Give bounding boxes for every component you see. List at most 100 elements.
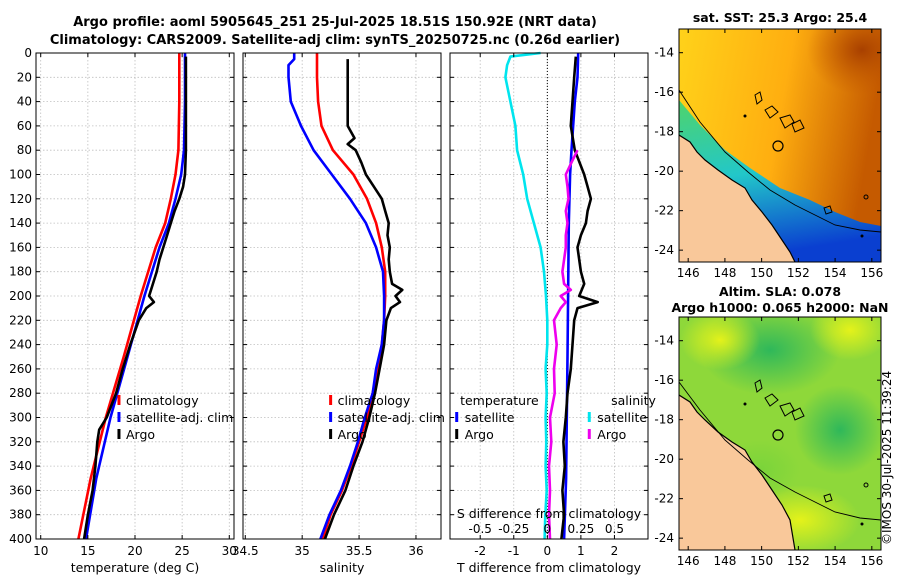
map-lon-label: 146	[677, 266, 700, 280]
difference-xtick-label: 1	[577, 544, 585, 558]
salinity-xlabel: salinity	[320, 560, 365, 575]
sla-reefs	[754, 379, 805, 421]
temperature-ytick-label: 0	[24, 46, 32, 60]
difference-xtick-label: -1	[508, 544, 520, 558]
figure-title-line2: Climatology: CARS2009. Satellite-adj cli…	[49, 33, 621, 48]
map-lon-label: 148	[713, 554, 736, 568]
sla-reef-ring	[863, 482, 869, 488]
temperature-ytick-label: 120	[9, 192, 32, 206]
sst-reefs	[754, 91, 805, 133]
temperature-ytick-label: 340	[9, 459, 32, 473]
map-lon-label: 148	[713, 266, 736, 280]
difference-x2tick-label: -0.25	[498, 522, 529, 536]
sla-reef-dot2	[860, 522, 864, 526]
sst-map-frame	[678, 28, 882, 263]
temperature-ytick-label: 280	[9, 386, 32, 400]
map-lat-label: -14	[654, 46, 674, 60]
temperature-line-argo	[82, 56, 188, 540]
sla-map-frame	[678, 316, 882, 551]
salinity-legend-label: satellite-adj. clim	[338, 410, 445, 425]
sst-coastline	[679, 134, 796, 262]
imos-credit: ©IMOS 30-Jul-2025 11:39:24	[880, 370, 894, 545]
map-lat-label: -22	[654, 492, 674, 506]
temperature-legend-label: Argo	[126, 427, 155, 442]
temperature-line-climatology	[77, 53, 181, 540]
map-lat-label: -16	[654, 373, 674, 387]
temperature-ytick-label: 40	[17, 95, 32, 109]
temperature-ytick-label: 20	[17, 70, 32, 84]
map-lon-label: 150	[750, 554, 773, 568]
difference-legend-label: satellite	[465, 410, 515, 425]
temperature-ytick-label: 360	[9, 483, 32, 497]
temperature-line-satellite-adj-clim	[84, 53, 187, 540]
sla-map-axes: -24 -22 -20 -18 -16 -14 146 148 150 152 154 156	[654, 317, 883, 568]
figure-title-line1: Argo profile: aoml 5905645_251 25-Jul-20…	[73, 15, 597, 30]
temperature-ytick-label: 60	[17, 119, 32, 133]
sst-map-axes: -24 -22 -20 -18 -16 -14 146 148 150 152 154 156	[654, 29, 883, 280]
sla-reef-dot	[743, 402, 747, 406]
map-lat-label: -16	[654, 85, 674, 99]
salinity-panel: 34.5 35 35.5 36 salinity climatology satellite…	[232, 52, 445, 575]
sla-argo-marker	[772, 429, 784, 441]
salinity-legend-label: climatology	[338, 393, 411, 408]
map-lon-label: 146	[677, 554, 700, 568]
map-lon-label: 150	[750, 266, 773, 280]
map-lat-label: -20	[654, 164, 674, 178]
sst-map: -24 -22 -20 -18 -16 -14 146 148 150 152 154 156	[654, 28, 883, 280]
temperature-ytick-label: 220	[9, 313, 32, 327]
difference-xtick-label: 0	[544, 544, 552, 558]
difference-line-s-argo	[547, 149, 579, 540]
map-lat-label: -14	[654, 334, 674, 348]
sla-reef-small	[823, 493, 833, 503]
salinity-xtick-label: 34.5	[232, 544, 259, 558]
sst-hot-patch	[807, 29, 881, 95]
map-lat-label: -18	[654, 125, 674, 139]
sla-land	[679, 395, 795, 550]
temperature-ytick-label: 380	[9, 508, 32, 522]
temperature-ytick-label: 300	[9, 411, 32, 425]
temperature-xlabel: temperature (deg C)	[71, 560, 200, 575]
temperature-ytick-label: 320	[9, 435, 32, 449]
temperature-panel: 0 20 40 60 80 100 120 140 160 180 200 220 240 260 280 3…	[9, 46, 237, 575]
temperature-ytick-label: 160	[9, 240, 32, 254]
difference-line-t-argo	[560, 56, 600, 540]
sst-reef-dot	[743, 114, 747, 118]
difference-x2tick-label: -0.5	[468, 522, 491, 536]
difference-legend-title: salinity	[611, 393, 656, 408]
difference-line-s-satellite	[504, 51, 549, 540]
map-lon-label: 154	[824, 554, 847, 568]
salinity-xtick-label: 36	[408, 544, 423, 558]
salinity-xtick-label: 35.5	[346, 544, 373, 558]
temperature-ytick-label: 80	[17, 143, 32, 157]
difference-legend-label: Argo	[465, 427, 494, 442]
salinity-legend-label: Argo	[338, 427, 367, 442]
temperature-xtick-label: 30	[222, 544, 237, 558]
salinity-line-satellite-adj-clim	[287, 53, 386, 540]
map-lat-label: -22	[654, 204, 674, 218]
sst-reef-small	[823, 205, 833, 215]
sla-map-title-line2: Argo h1000: 0.065 h2000: NaN	[671, 300, 889, 315]
map-lon-label: 156	[860, 554, 883, 568]
difference-xlabel: T difference from climatology	[456, 560, 642, 575]
sst-reef-dot2	[860, 234, 864, 238]
sla-map: -24 -22 -20 -18 -16 -14 146 148 150 152 154 156	[654, 316, 883, 568]
map-lon-label: 154	[824, 266, 847, 280]
difference-legend-label: satellite	[597, 410, 647, 425]
difference-x2tick-label: 0.25	[568, 522, 595, 536]
temperature-ytick-label: 180	[9, 265, 32, 279]
map-lon-label: 156	[860, 266, 883, 280]
temperature-ytick-label: 240	[9, 338, 32, 352]
sla-high-patch	[810, 317, 881, 360]
sst-land	[679, 135, 795, 262]
map-lat-label: -24	[654, 243, 674, 257]
temperature-ytick-label: 100	[9, 168, 32, 182]
difference-panel: -2 -1 0 1 2 T difference from climatology temp…	[449, 51, 656, 575]
sst-reef-ring	[863, 194, 869, 200]
map-lon-label: 152	[787, 554, 810, 568]
temperature-legend-label: climatology	[126, 393, 199, 408]
difference-xtick-label: 2	[611, 544, 619, 558]
sla-high-patch-west	[680, 317, 760, 370]
difference-legend-label: Argo	[597, 427, 626, 442]
difference-x2label: S difference from climatology	[457, 506, 642, 521]
